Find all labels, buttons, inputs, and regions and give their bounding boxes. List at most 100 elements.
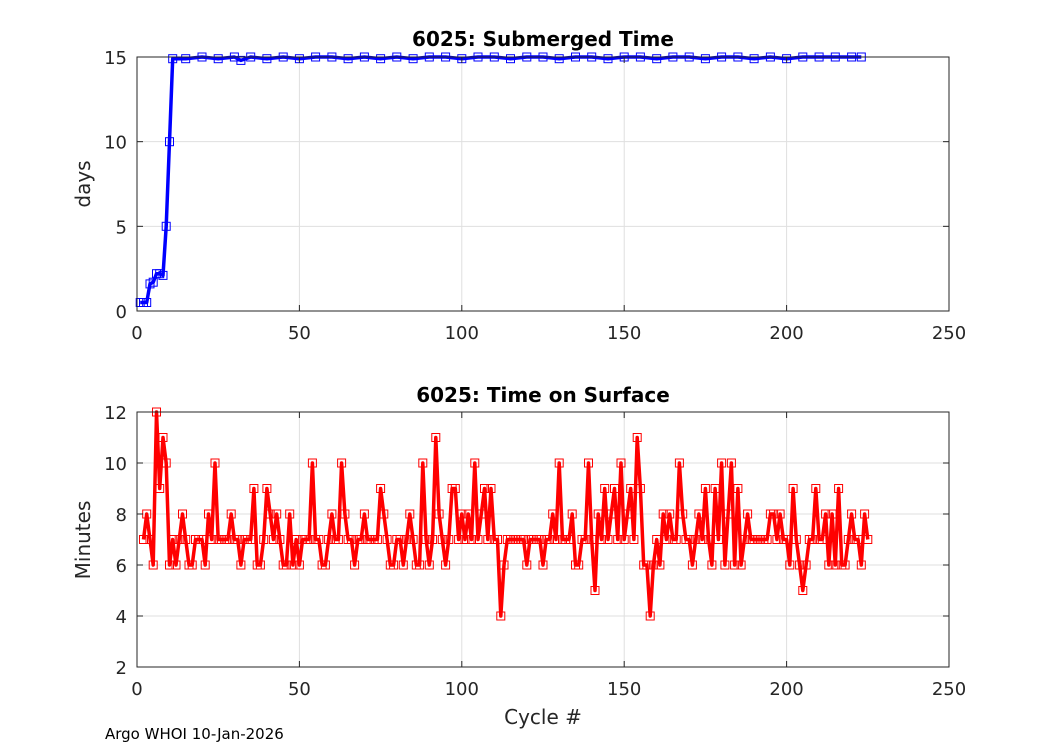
data-point bbox=[587, 535, 597, 544]
data-point bbox=[648, 560, 658, 570]
data-point bbox=[629, 535, 639, 544]
data-point bbox=[454, 535, 464, 544]
x-tick-label: 100 bbox=[445, 679, 479, 700]
data-point bbox=[697, 535, 707, 544]
data-point bbox=[616, 458, 626, 468]
y-tick-label: 10 bbox=[104, 454, 127, 475]
data-point bbox=[272, 509, 282, 519]
data-point bbox=[811, 484, 821, 493]
y-tick-label: 4 bbox=[116, 607, 127, 628]
data-point bbox=[522, 560, 532, 570]
data-point bbox=[434, 509, 444, 519]
data-point bbox=[642, 560, 652, 570]
data-point bbox=[691, 535, 701, 544]
data-point bbox=[168, 54, 178, 64]
data-point bbox=[223, 535, 233, 544]
data-point bbox=[178, 509, 187, 519]
data-point bbox=[782, 535, 792, 544]
data-point bbox=[161, 221, 171, 231]
data-point bbox=[493, 535, 502, 544]
data-point bbox=[791, 535, 801, 544]
data-point bbox=[548, 509, 558, 519]
data-point bbox=[197, 535, 207, 544]
data-point bbox=[619, 535, 629, 544]
data-point bbox=[717, 458, 727, 468]
submerged-time-panel: 0 50 100 150 200 250 0 5 10 15 6025: Submerged T… bbox=[71, 27, 966, 344]
data-point bbox=[350, 560, 360, 570]
data-point bbox=[424, 560, 434, 570]
data-point bbox=[665, 509, 675, 519]
footer-credit: Argo WHOI 10-Jan-2026 bbox=[105, 725, 284, 743]
y-tick-label: 10 bbox=[104, 133, 127, 154]
data-point bbox=[687, 560, 697, 570]
x-tick-label: 150 bbox=[607, 323, 641, 344]
data-point bbox=[398, 560, 408, 570]
data-point bbox=[307, 458, 317, 468]
data-point bbox=[165, 560, 174, 570]
data-point bbox=[785, 560, 795, 570]
data-point bbox=[762, 535, 772, 544]
data-point bbox=[632, 433, 642, 442]
data-point bbox=[853, 535, 863, 544]
data-point bbox=[207, 535, 217, 544]
data-point bbox=[470, 458, 480, 468]
data-point bbox=[304, 535, 314, 544]
data-point bbox=[535, 535, 545, 544]
data-point bbox=[707, 560, 717, 570]
x-tick-label: 250 bbox=[932, 679, 966, 700]
data-point bbox=[610, 484, 619, 493]
data-point bbox=[856, 560, 866, 570]
data-series bbox=[139, 407, 873, 621]
data-point bbox=[200, 560, 210, 570]
data-point bbox=[262, 54, 272, 64]
data-point bbox=[275, 535, 285, 544]
data-point bbox=[658, 509, 668, 519]
data-point bbox=[775, 509, 785, 519]
data-point bbox=[720, 560, 730, 570]
data-point bbox=[327, 509, 337, 519]
data-point bbox=[551, 535, 561, 544]
chart-title: 6025: Time on Surface bbox=[416, 383, 670, 407]
data-point bbox=[431, 433, 441, 442]
data-point bbox=[603, 535, 613, 544]
data-point bbox=[817, 535, 827, 544]
data-point bbox=[148, 560, 158, 570]
data-point bbox=[821, 509, 831, 519]
data-point bbox=[294, 560, 304, 570]
data-point bbox=[155, 269, 165, 279]
data-point bbox=[795, 560, 805, 570]
data-point bbox=[694, 509, 704, 519]
data-point bbox=[376, 54, 386, 64]
time-on-surface-panel: 0 50 100 150 200 250 2 4 6 8 10 12 6025: Time on S… bbox=[71, 383, 966, 729]
data-point bbox=[655, 560, 665, 570]
data-point bbox=[739, 535, 749, 544]
data-point bbox=[181, 54, 191, 64]
data-point bbox=[437, 535, 447, 544]
x-tick-label: 50 bbox=[288, 679, 311, 700]
y-tick-label: 12 bbox=[104, 403, 127, 424]
data-point bbox=[320, 560, 330, 570]
data-point bbox=[730, 560, 740, 570]
data-point bbox=[213, 54, 223, 64]
data-point bbox=[710, 484, 720, 493]
data-point bbox=[236, 55, 246, 65]
data-point bbox=[428, 535, 438, 544]
data-point bbox=[168, 535, 178, 544]
data-point bbox=[210, 458, 220, 468]
x-tick-label: 0 bbox=[131, 323, 142, 344]
data-point bbox=[281, 560, 291, 570]
y-axis-label: Minutes bbox=[71, 501, 95, 580]
data-point bbox=[382, 535, 392, 544]
data-point bbox=[723, 509, 733, 519]
data-point bbox=[496, 611, 506, 621]
data-point bbox=[700, 54, 710, 64]
data-point bbox=[860, 509, 870, 519]
data-point bbox=[288, 560, 298, 570]
data-point bbox=[314, 535, 324, 544]
data-point bbox=[187, 560, 197, 570]
data-point bbox=[158, 433, 168, 442]
data-point bbox=[265, 509, 275, 519]
data-point bbox=[402, 535, 412, 544]
data-point bbox=[415, 560, 425, 570]
